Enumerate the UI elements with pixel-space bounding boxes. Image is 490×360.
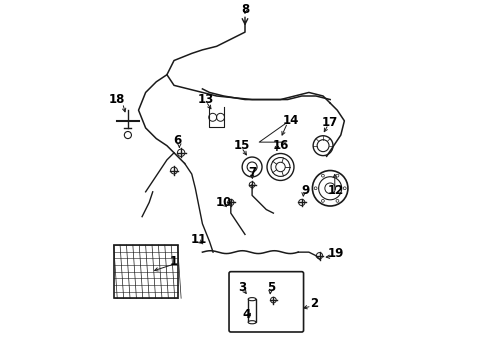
- Text: 2: 2: [310, 297, 318, 310]
- Text: 3: 3: [238, 281, 246, 294]
- Ellipse shape: [248, 321, 256, 324]
- Text: 17: 17: [322, 116, 338, 129]
- Text: 10: 10: [216, 196, 232, 209]
- Text: 13: 13: [198, 93, 214, 106]
- Text: 16: 16: [272, 139, 289, 152]
- Text: 8: 8: [241, 3, 249, 15]
- Bar: [114, 245, 177, 298]
- Text: 5: 5: [268, 281, 276, 294]
- Text: 7: 7: [248, 166, 256, 179]
- Text: 15: 15: [233, 139, 249, 152]
- Text: 11: 11: [191, 233, 207, 246]
- Ellipse shape: [248, 298, 256, 301]
- Text: 18: 18: [109, 93, 125, 106]
- Text: 1: 1: [170, 255, 178, 267]
- Text: 4: 4: [243, 308, 251, 321]
- Text: 9: 9: [301, 184, 310, 197]
- Text: 19: 19: [327, 247, 343, 260]
- FancyBboxPatch shape: [229, 272, 304, 332]
- Text: 12: 12: [327, 184, 343, 197]
- Bar: [248, 299, 256, 322]
- Text: 6: 6: [173, 134, 182, 147]
- Text: 14: 14: [283, 114, 299, 127]
